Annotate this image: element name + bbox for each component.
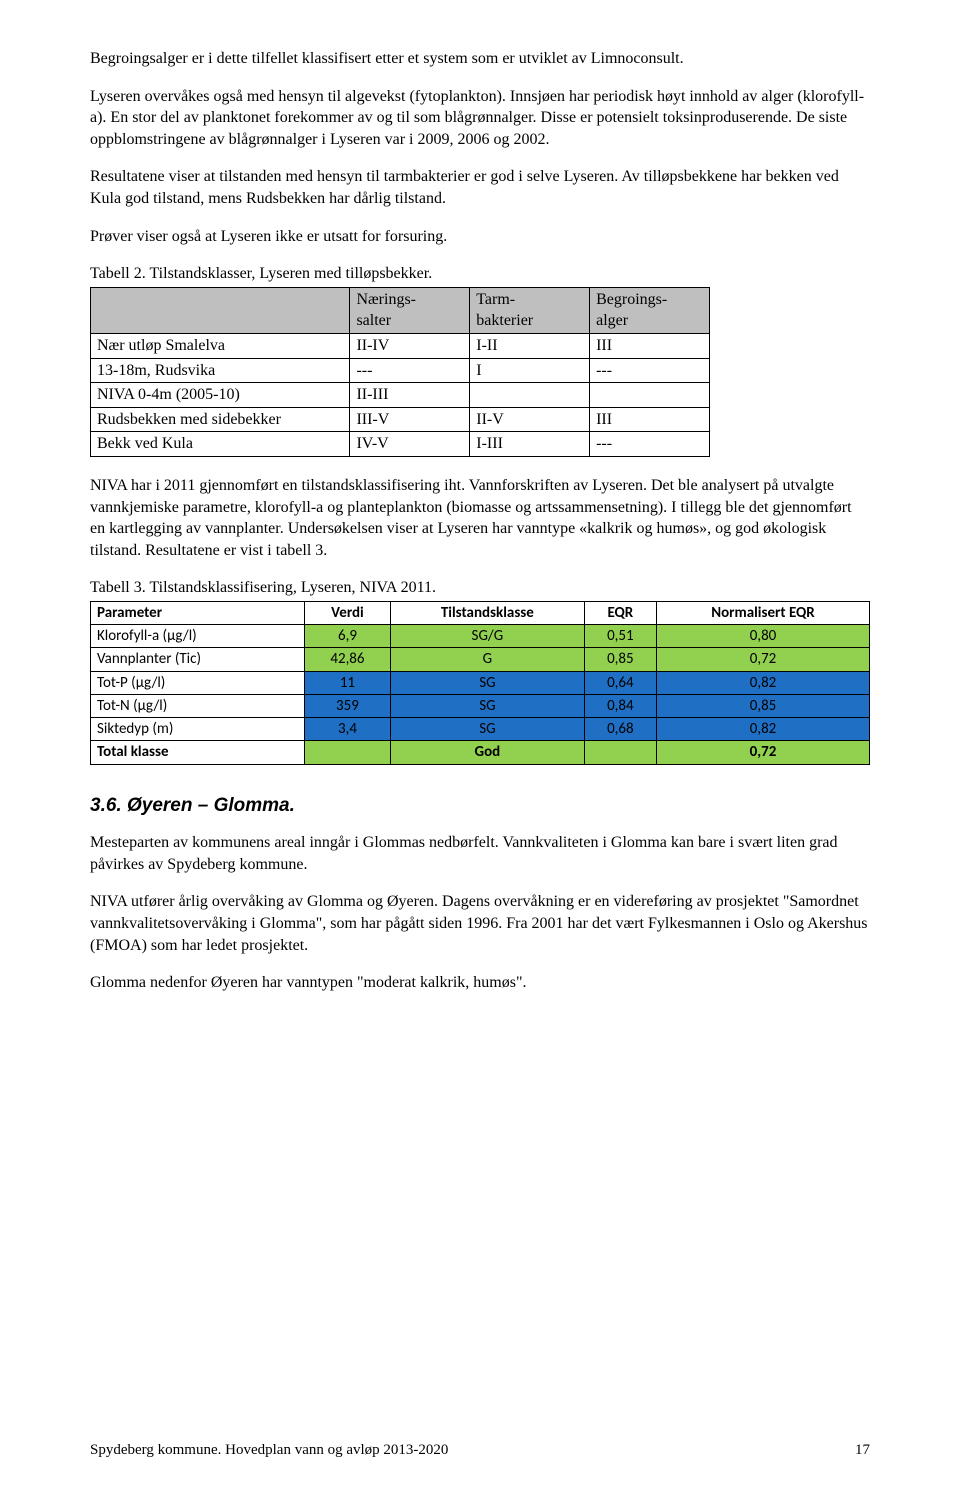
table-row: 13-18m, Rudsvika --- I --- bbox=[91, 358, 710, 383]
section-heading: 3.6. Øyeren – Glomma. bbox=[90, 793, 870, 819]
table2-header: Tarm- bakterier bbox=[470, 287, 590, 333]
page-footer: Spydeberg kommune. Hovedplan vann og avl… bbox=[90, 1440, 870, 1460]
table-row: NIVA 0-4m (2005-10) II-III bbox=[91, 383, 710, 408]
table2-corner bbox=[91, 287, 350, 333]
table-row: Rudsbekken med sidebekker III-V II-V III bbox=[91, 407, 710, 432]
table-row: Siktedyp (m) 3,4 SG 0,68 0,82 bbox=[91, 718, 870, 741]
table-row: Tot-N (µg/l) 359 SG 0,84 0,85 bbox=[91, 694, 870, 717]
table2-header: Nærings- salter bbox=[350, 287, 470, 333]
footer-page-number: 17 bbox=[855, 1440, 870, 1460]
table3-header-row: Parameter Verdi Tilstandsklasse EQR Norm… bbox=[91, 601, 870, 624]
table-row: Tot-P (µg/l) 11 SG 0,64 0,82 bbox=[91, 671, 870, 694]
table-row: Nær utløp Smalelva II-IV I-II III bbox=[91, 333, 710, 358]
paragraph: Lyseren overvåkes også med hensyn til al… bbox=[90, 86, 870, 151]
table3-caption: Tabell 3. Tilstandsklassifisering, Lyser… bbox=[90, 577, 870, 599]
table-row: Klorofyll-a (µg/l) 6,9 SG/G 0,51 0,80 bbox=[91, 625, 870, 648]
table3: Parameter Verdi Tilstandsklasse EQR Norm… bbox=[90, 601, 870, 765]
table-row: Bekk ved Kula IV-V I-III --- bbox=[91, 432, 710, 457]
paragraph: Resultatene viser at tilstanden med hens… bbox=[90, 166, 870, 209]
table-row: Vannplanter (Tic) 42,86 G 0,85 0,72 bbox=[91, 648, 870, 671]
table2-caption: Tabell 2. Tilstandsklasser, Lyseren med … bbox=[90, 263, 870, 285]
paragraph: Glomma nedenfor Øyeren har vanntypen "mo… bbox=[90, 972, 870, 994]
table3-total-row: Total klasse God 0,72 bbox=[91, 741, 870, 764]
paragraph: Mesteparten av kommunens areal inngår i … bbox=[90, 832, 870, 875]
paragraph: NIVA har i 2011 gjennomført en tilstands… bbox=[90, 475, 870, 561]
table2-header: Begroings- alger bbox=[590, 287, 710, 333]
paragraph: Begroingsalger er i dette tilfellet klas… bbox=[90, 48, 870, 70]
paragraph: Prøver viser også at Lyseren ikke er uts… bbox=[90, 226, 870, 248]
footer-left: Spydeberg kommune. Hovedplan vann og avl… bbox=[90, 1440, 448, 1460]
table2: Nærings- salter Tarm- bakterier Begroing… bbox=[90, 287, 710, 457]
paragraph: NIVA utfører årlig overvåking av Glomma … bbox=[90, 891, 870, 956]
